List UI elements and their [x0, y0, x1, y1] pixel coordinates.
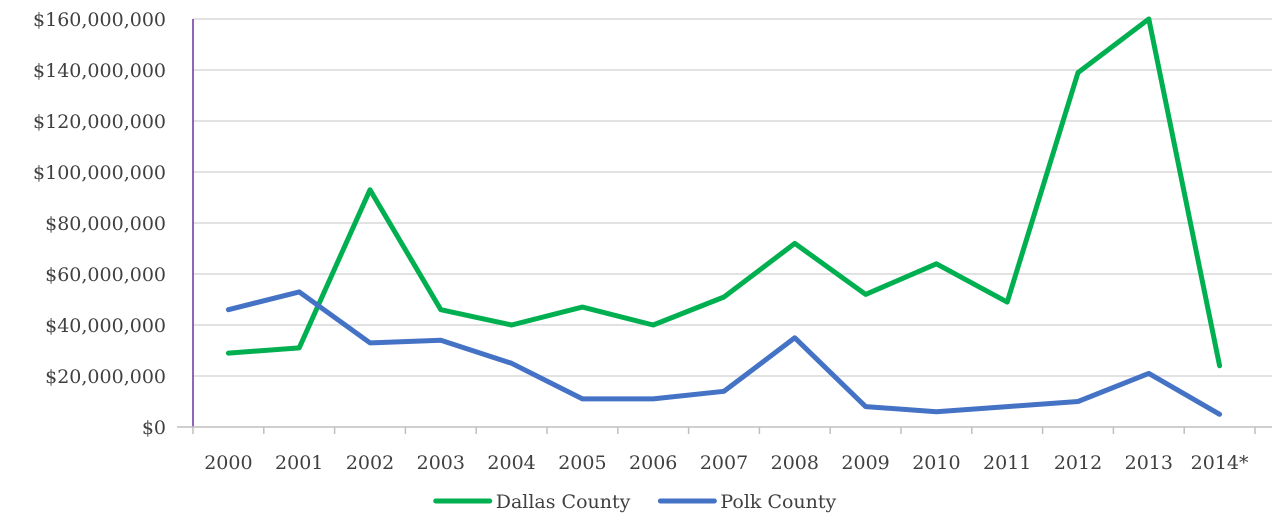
x-tick-label: 2012: [1054, 452, 1102, 474]
series-line-polk-county: [225, 289, 1223, 417]
x-tick-label: 2009: [841, 452, 889, 474]
x-tick-label: 2001: [275, 452, 323, 474]
y-tick-label: $100,000,000: [33, 162, 166, 184]
y-tick-label: $20,000,000: [45, 366, 166, 388]
y-axis-tick-labels: $0 $20,000,000 $40,000,000 $60,000,000 $80,0…: [33, 9, 166, 439]
x-tick-label: 2008: [771, 452, 819, 474]
gridlines: [193, 18, 1272, 377]
x-tick-label: 2004: [487, 452, 535, 474]
x-tick-label: 2007: [700, 452, 748, 474]
series-lines: [225, 16, 1223, 417]
y-tick-label: $40,000,000: [45, 315, 166, 337]
y-tick-label: $0: [142, 417, 166, 439]
y-tick-label: $160,000,000: [33, 9, 166, 31]
legend-label: Polk County: [720, 491, 836, 513]
y-tick-label: $140,000,000: [33, 60, 166, 82]
x-tick-label: 2011: [983, 452, 1031, 474]
x-axis-tick-labels: 2000 2001 2002 2003 2004 2005 2006 2007 2008 2009…: [204, 452, 1249, 474]
x-tick-label: 2013: [1125, 452, 1173, 474]
legend-item: Dallas County: [433, 491, 631, 513]
x-tick-label: 2006: [629, 452, 677, 474]
legend-item: Polk County: [657, 491, 837, 513]
x-tick-label: 2010: [912, 452, 960, 474]
x-tick-label: 2005: [558, 452, 606, 474]
y-tick-label: $60,000,000: [45, 264, 166, 286]
series-line-dallas-county: [225, 16, 1223, 369]
x-tick-label: 2003: [417, 452, 465, 474]
x-tick-label: 2014*: [1191, 452, 1249, 474]
x-tick-label: 2002: [346, 452, 394, 474]
legend-label: Dallas County: [496, 491, 631, 513]
y-tick-label: $80,000,000: [45, 213, 166, 235]
y-tick-label: $120,000,000: [33, 111, 166, 133]
legend: Dallas County Polk County: [433, 491, 837, 513]
x-tick-label: 2000: [204, 452, 252, 474]
axes: [177, 19, 1272, 434]
